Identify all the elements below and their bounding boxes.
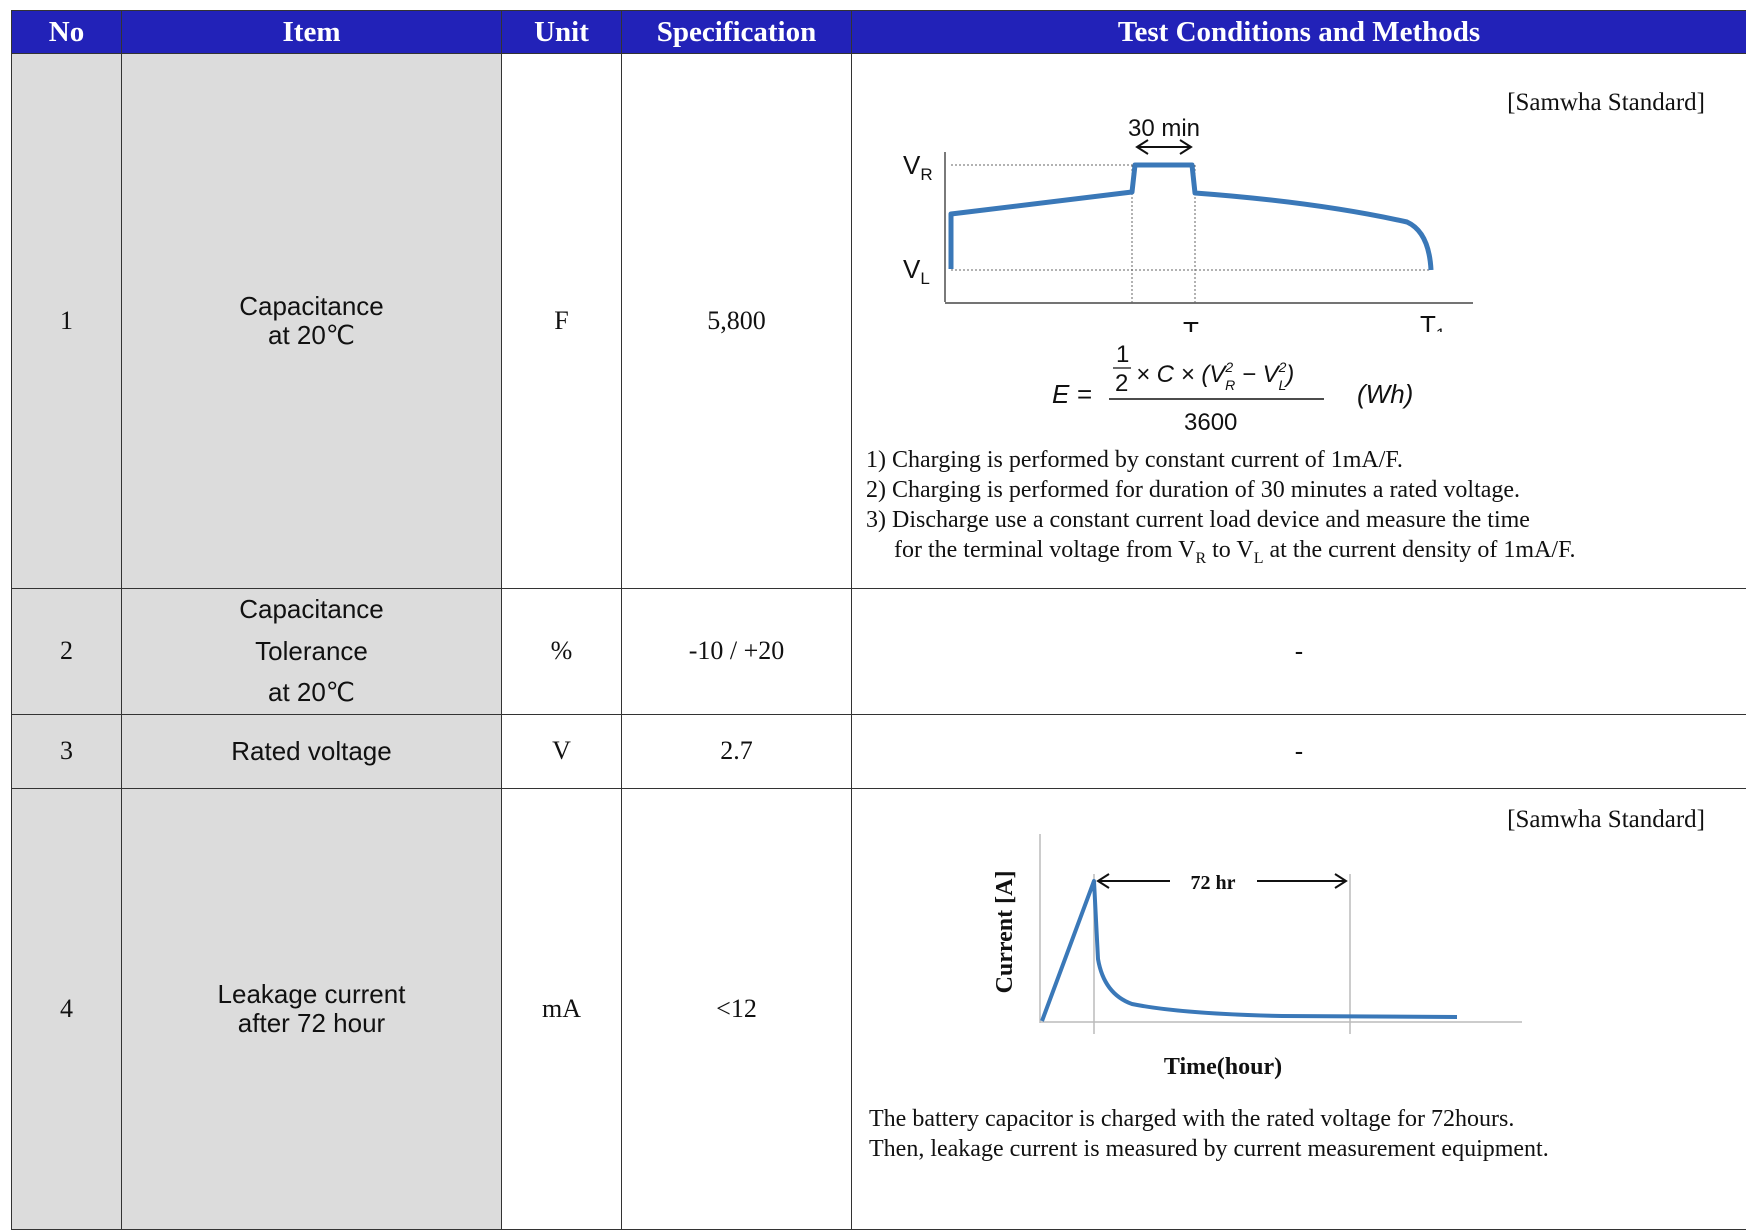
item-line: at 20℃ (122, 672, 501, 714)
charge-discharge-chart: 30 min VR VL T2 T1 (867, 62, 1487, 332)
header-methods: Test Conditions and Methods (852, 11, 1746, 54)
row-method: [Samwha Standard] 72 hr (852, 788, 1746, 1229)
row-no: 2 (12, 589, 122, 715)
note-line: The battery capacitor is charged with th… (869, 1104, 1549, 1134)
formula-lhs: E = (1052, 379, 1092, 409)
item-line: Capacitance (122, 292, 501, 321)
table-row: 4 Leakage current after 72 hour mA <12 [… (12, 788, 1746, 1229)
row-spec: 2.7 (622, 714, 852, 788)
row-unit: % (502, 589, 622, 715)
header-specification: Specification (622, 11, 852, 54)
vl-axis-label: VL (903, 254, 930, 288)
row-item: Capacitance at 20℃ (122, 54, 502, 589)
row-no: 3 (12, 714, 122, 788)
item-line: Leakage current (122, 980, 501, 1009)
leakage-current-chart: 72 hr Current [A] Time(hour) (902, 819, 1542, 1089)
row-spec: <12 (622, 788, 852, 1229)
voltage-curve (951, 165, 1431, 270)
duration-label: 30 min (1128, 115, 1200, 142)
t1-axis-label: T1 (1420, 310, 1445, 332)
note-line: 2) Charging is performed for duration of… (866, 475, 1576, 505)
item-line: after 72 hour (122, 1009, 501, 1038)
header-row: No Item Unit Specification Test Conditio… (12, 11, 1746, 54)
test-notes: 1) Charging is performed by constant cur… (866, 445, 1576, 574)
note-line: for the terminal voltage from VR to VL a… (866, 535, 1576, 574)
row-no: 4 (12, 788, 122, 1229)
item-line: Tolerance (122, 631, 501, 673)
row-no: 1 (12, 54, 122, 589)
y-axis-label: Current [A] (992, 870, 1018, 993)
row-method: - (852, 589, 1746, 715)
formula-unit: (Wh) (1357, 379, 1413, 409)
header-no: No (12, 11, 122, 54)
table-row: 3 Rated voltage V 2.7 - (12, 714, 1746, 788)
formula-half-bottom: 2 (1115, 370, 1128, 397)
table-row: 1 Capacitance at 20℃ F 5,800 [Samwha Sta… (12, 54, 1746, 589)
row-item: Rated voltage (122, 714, 502, 788)
formula-denominator: 3600 (1184, 409, 1237, 436)
spec-table: No Item Unit Specification Test Conditio… (11, 10, 1746, 1230)
table-row: 2 Capacitance Tolerance at 20℃ % -10 / +… (12, 589, 1746, 715)
current-curve (1042, 881, 1457, 1021)
duration-label: 72 hr (1191, 872, 1236, 894)
row-unit: V (502, 714, 622, 788)
t2-axis-label: T2 (1183, 316, 1208, 332)
vr-axis-label: VR (903, 150, 933, 184)
row-spec: 5,800 (622, 54, 852, 589)
note-line: 3) Discharge use a constant current load… (866, 505, 1576, 535)
x-axis-label: Time(hour) (1164, 1054, 1282, 1080)
header-item: Item (122, 11, 502, 54)
row-unit: mA (502, 788, 622, 1229)
note-line: 1) Charging is performed by constant cur… (866, 445, 1576, 475)
item-line: Capacitance (122, 589, 501, 631)
row-unit: F (502, 54, 622, 589)
note-line: Then, leakage current is measured by cur… (869, 1134, 1549, 1164)
row-method: [Samwha Standard] 30 (852, 54, 1746, 589)
standard-label: [Samwha Standard] (1507, 89, 1705, 117)
row-item: Leakage current after 72 hour (122, 788, 502, 1229)
row-method: - (852, 714, 1746, 788)
header-unit: Unit (502, 11, 622, 54)
row-item: Capacitance Tolerance at 20℃ (122, 589, 502, 715)
formula-half-top: 1 (1116, 341, 1129, 368)
test-notes: The battery capacitor is charged with th… (869, 1104, 1549, 1164)
spec-sheet: No Item Unit Specification Test Conditio… (11, 10, 1746, 1230)
item-line: at 20℃ (122, 321, 501, 350)
row-spec: -10 / +20 (622, 589, 852, 715)
